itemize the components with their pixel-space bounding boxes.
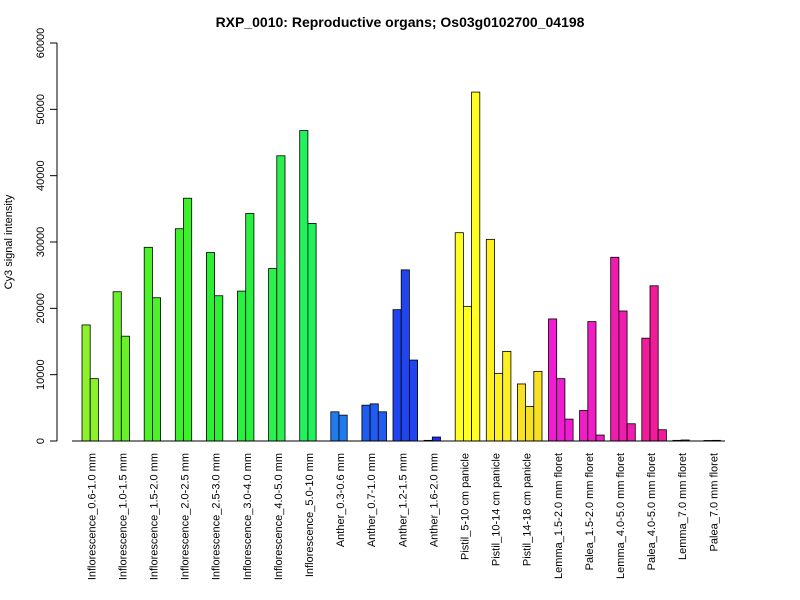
- bar: [299, 130, 309, 442]
- x-tick-label: Inflorescence_0.6-1.0 mm: [86, 453, 98, 580]
- x-tick-label: Anther_1.2-1.5 mm: [397, 453, 409, 547]
- x-tick-label: Inflorescence_5.0-10 mm: [304, 453, 316, 577]
- x-tick-label: Inflorescence_4.0-5.0 mm: [273, 453, 285, 580]
- y-tick-label: 30000: [35, 227, 47, 258]
- bar: [307, 223, 317, 442]
- bar: [408, 359, 418, 442]
- y-tick-label: 10000: [35, 359, 47, 390]
- bar: [502, 351, 512, 442]
- bar: [556, 378, 566, 442]
- y-tick-label: 50000: [35, 94, 47, 125]
- bar: [494, 372, 504, 442]
- bar: [214, 295, 224, 442]
- bar: [431, 436, 441, 442]
- bar: [268, 268, 278, 442]
- x-tick-label: Palea_7.0 mm floret: [708, 453, 720, 551]
- bar: [338, 414, 348, 442]
- bar: [143, 246, 153, 442]
- x-tick-label: Inflorescence_2.0-2.5 mm: [180, 453, 192, 580]
- bar: [330, 411, 340, 442]
- bar: [205, 252, 215, 442]
- bar: [174, 228, 184, 442]
- x-tick-label: Pistil_10-14 cm panicle: [491, 453, 503, 566]
- bar: [587, 321, 597, 442]
- y-tick-label: 60000: [35, 28, 47, 59]
- bar: [361, 404, 371, 442]
- bar: [369, 403, 379, 442]
- bar: [657, 429, 667, 442]
- x-tick-label: Inflorescence_2.5-3.0 mm: [211, 453, 223, 580]
- bar: [81, 324, 91, 442]
- bar: [626, 423, 636, 442]
- bar: [525, 406, 535, 442]
- y-tick-label: 20000: [35, 293, 47, 324]
- bar: [462, 305, 472, 442]
- bar: [564, 418, 574, 442]
- y-tick-label: 0: [35, 438, 47, 444]
- chart-title: RXP_0010: Reproductive organs; Os03g0102…: [216, 14, 585, 30]
- x-tick-label: Palea_1.5-2.0 mm floret: [584, 453, 596, 570]
- bar: [89, 378, 99, 442]
- bar: [579, 410, 589, 442]
- bar: [533, 370, 543, 442]
- bar: [471, 91, 481, 442]
- bar: [517, 383, 527, 442]
- x-tick-label: Pistil_5-10 cm panicle: [460, 453, 472, 560]
- x-tick-label: Inflorescence_3.0-4.0 mm: [242, 453, 254, 580]
- x-tick-labels: Inflorescence_0.6-1.0 mm Inflorescence_1.…: [86, 453, 720, 580]
- bar: [151, 297, 161, 442]
- bar: [618, 310, 628, 442]
- bar: [641, 337, 651, 442]
- bar: [245, 213, 255, 442]
- x-tick-label: Palea_4.0-5.0 mm floret: [646, 453, 658, 570]
- y-axis: 0 10000 20000 30000 40000 50000 60000: [35, 28, 58, 444]
- x-tick-label: Inflorescence_1.0-1.5 mm: [117, 453, 129, 580]
- bar: [485, 238, 495, 442]
- bar: [400, 269, 410, 442]
- x-tick-label: Anther_0.7-1.0 mm: [366, 453, 378, 547]
- bar: [237, 290, 247, 442]
- bar: [183, 197, 193, 442]
- bar: [548, 318, 558, 442]
- y-axis-label: Cy3 signal intensity: [3, 194, 15, 289]
- bars: [81, 91, 721, 442]
- bar: [610, 256, 620, 442]
- x-tick-label: Lemma_4.0-5.0 mm floret: [615, 453, 627, 579]
- x-tick-label: Anther_0.3-0.6 mm: [335, 453, 347, 547]
- y-tick-label: 40000: [35, 160, 47, 191]
- bar: [276, 155, 286, 442]
- bar: [595, 434, 605, 442]
- x-tick-label: Lemma_7.0 mm floret: [677, 453, 689, 560]
- bar: [120, 335, 130, 442]
- x-tick-label: Pistil_14-18 cm panicle: [522, 453, 534, 566]
- bar: [454, 232, 464, 442]
- bar: [377, 411, 387, 442]
- bar: [649, 285, 659, 442]
- bar: [392, 309, 402, 442]
- x-tick-label: Lemma_1.5-2.0 mm floret: [553, 453, 565, 579]
- x-tick-label: Inflorescence_1.5-2.0 mm: [149, 453, 161, 580]
- x-tick-label: Anther_1.6-2.0 mm: [428, 453, 440, 547]
- bar: [112, 291, 122, 442]
